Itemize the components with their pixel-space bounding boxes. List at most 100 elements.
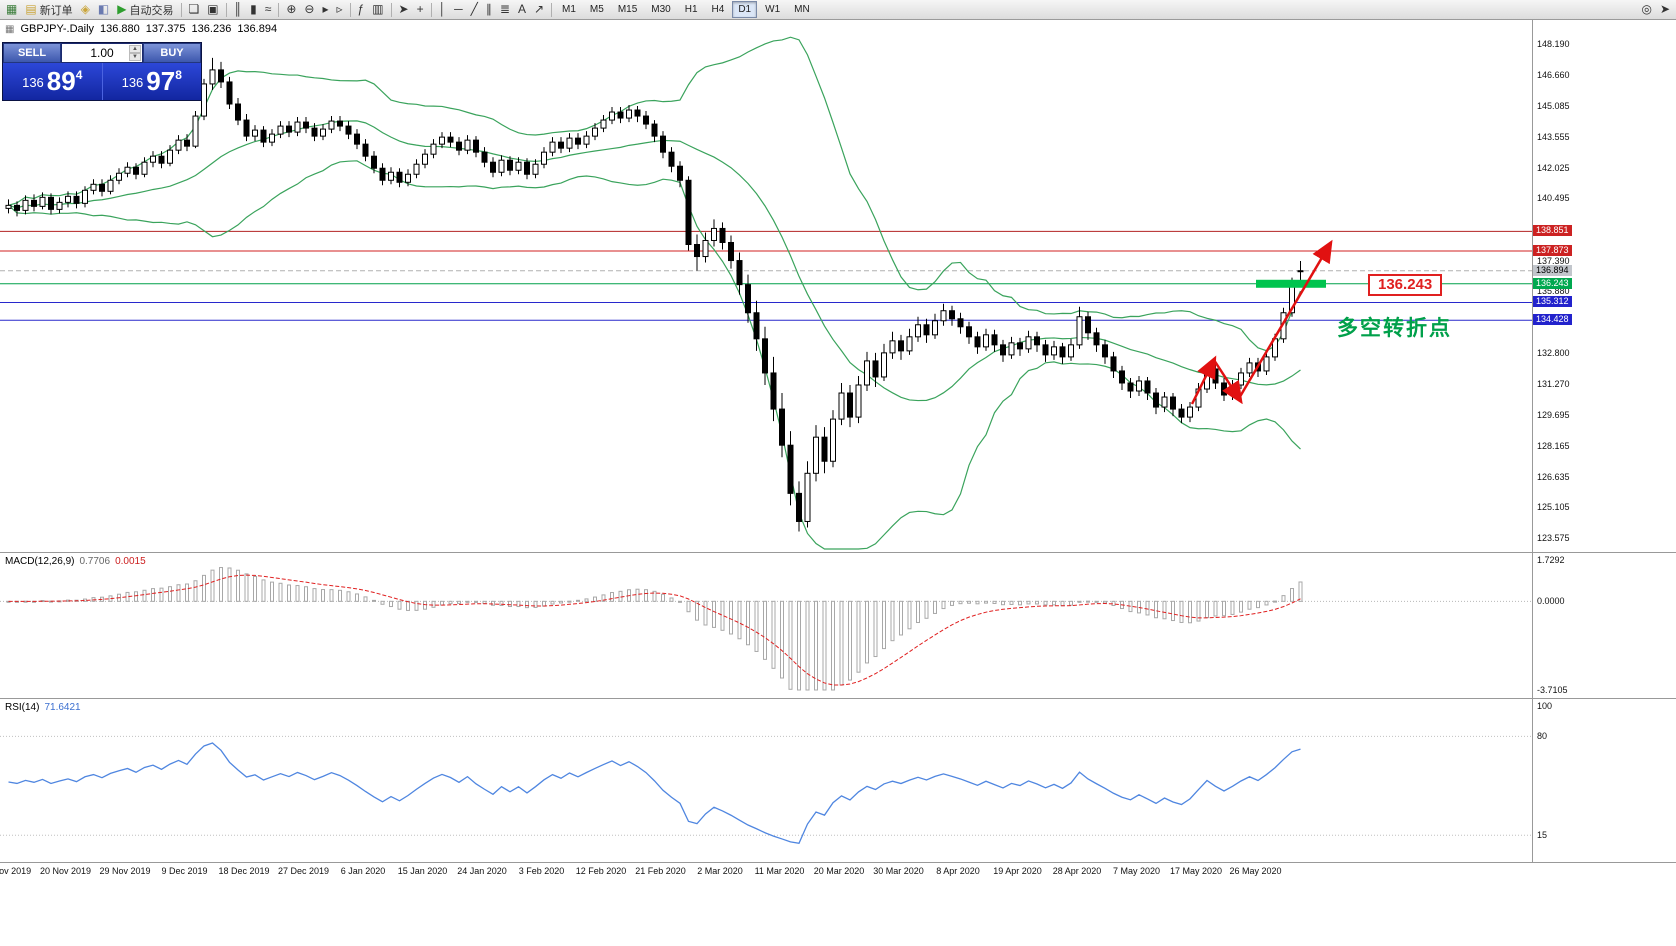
- horizontal-line-button[interactable]: ─: [450, 1, 467, 18]
- volume-down-icon[interactable]: ▼: [129, 53, 141, 61]
- toolbar-right-group: ◎ ➤: [1637, 1, 1674, 18]
- sell-price-main: 89: [46, 66, 76, 96]
- templates-button[interactable]: ▥: [368, 1, 387, 18]
- buy-price-prefix: 136: [121, 75, 144, 90]
- volume-up-icon[interactable]: ▲: [129, 45, 141, 53]
- timeframe-m5-button[interactable]: M5: [589, 4, 604, 15]
- sell-price-prefix: 136: [22, 75, 44, 90]
- volume-input[interactable]: 1.00 ▲ ▼: [61, 43, 143, 63]
- timeframe-d1-button[interactable]: D1: [732, 1, 758, 18]
- arrow-tools-icon: ↗: [533, 2, 545, 16]
- trendline-icon: ╱: [470, 2, 478, 16]
- autotrading-icon: ▶: [117, 2, 127, 16]
- bar-chart-button[interactable]: ║: [230, 1, 247, 18]
- sell-price[interactable]: 136 89 4: [3, 63, 103, 100]
- buy-price-main: 97: [146, 66, 176, 96]
- bollinger-middle-line: [8, 120, 1301, 402]
- volume-stepper[interactable]: ▲ ▼: [129, 44, 141, 62]
- timeframe-m15-button[interactable]: M15: [617, 4, 638, 15]
- candlestick-chart-icon: ▮: [250, 2, 257, 16]
- trendline-button[interactable]: ╱: [467, 1, 482, 18]
- tile-windows-button[interactable]: ❏: [185, 1, 204, 18]
- channel-icon: ∥: [485, 2, 492, 16]
- highlight-level-bar: [1256, 279, 1326, 288]
- buy-price-pip: 8: [175, 68, 182, 82]
- tile-windows-icon: ❏: [188, 2, 200, 16]
- timeframe-m30-button[interactable]: M30: [651, 4, 671, 15]
- fibonacci-button[interactable]: ≣: [496, 1, 514, 18]
- cursor-tool-button[interactable]: ➤: [1656, 1, 1674, 18]
- templates-icon: ▥: [372, 2, 384, 16]
- crosshair-icon: +: [416, 2, 424, 16]
- volume-value: 1.00: [90, 46, 114, 60]
- search-button[interactable]: ◎: [1637, 1, 1655, 18]
- toolbar: ▦ ▤ 新订单 ◈ ◧ ▶ 自动交易 ❏ ▣ ║ ▮ ≈ ⊕ ⊖ ▸ ▹ ƒ ▥ ➤ + │ ─ ╱ ∥ ≣ A ↗ M1 M5 M15 M…: [0, 0, 1676, 20]
- crosshair-button[interactable]: +: [413, 1, 428, 18]
- arrange-windows-icon: ▣: [207, 2, 219, 16]
- one-click-trading-panel: SELL 1.00 ▲ ▼ BUY 136 89 4 136: [2, 42, 202, 101]
- new-chart-icon: ▦: [6, 2, 18, 16]
- channel-button[interactable]: ∥: [482, 1, 496, 18]
- arrow-tools-button[interactable]: ↗: [530, 1, 548, 18]
- timeframe-mn-button[interactable]: MN: [794, 4, 810, 15]
- autotrading-button[interactable]: ▶ 自动交易: [113, 1, 177, 18]
- timeframe-w1-button[interactable]: W1: [765, 4, 781, 15]
- cursor-icon: ➤: [398, 2, 409, 16]
- profiles-button[interactable]: ◧: [94, 1, 113, 18]
- search-icon: ◎: [1641, 2, 1652, 16]
- line-chart-button[interactable]: ≈: [261, 1, 276, 18]
- metaeditor-icon: ◈: [80, 2, 90, 16]
- zoom-in-button[interactable]: ⊕: [282, 1, 300, 18]
- bollinger-lower-line: [8, 160, 1301, 550]
- horizontal-line-icon: ─: [454, 2, 463, 16]
- timeframe-m1-button[interactable]: M1: [562, 4, 576, 15]
- candlestick-chart-button[interactable]: ▮: [246, 1, 261, 18]
- text-icon: A: [517, 2, 526, 16]
- new-order-button[interactable]: ▤ 新订单: [21, 1, 76, 18]
- toolbar-button-label: 自动交易: [129, 4, 174, 17]
- metaeditor-button[interactable]: ◈: [77, 1, 94, 18]
- vertical-line-button[interactable]: │: [435, 1, 451, 18]
- indicators-icon: ƒ: [357, 2, 365, 16]
- toolbar-separator: [225, 2, 227, 17]
- text-button[interactable]: A: [514, 1, 530, 18]
- auto-scroll-button[interactable]: ▸: [318, 1, 332, 18]
- cursor-tool-icon: ➤: [1659, 2, 1670, 16]
- buy-button[interactable]: BUY: [143, 43, 201, 63]
- panel-borders: [0, 20, 1676, 863]
- zoom-out-icon: ⊖: [304, 2, 315, 16]
- macd-signal-line: [8, 574, 1301, 686]
- new-order-icon: ▤: [25, 2, 37, 16]
- toolbar-separator: [390, 2, 392, 17]
- sell-price-pip: 4: [75, 68, 83, 82]
- arrange-windows-button[interactable]: ▣: [203, 1, 222, 18]
- zoom-out-button[interactable]: ⊖: [300, 1, 318, 18]
- toolbar-separator: [278, 2, 280, 17]
- candlestick-series: [5, 57, 1304, 532]
- sell-button[interactable]: SELL: [3, 43, 61, 63]
- new-chart-button[interactable]: ▦: [2, 1, 21, 18]
- fibonacci-icon: ≣: [499, 2, 510, 16]
- chart-shift-button[interactable]: ▹: [332, 1, 346, 18]
- toolbar-separator: [430, 2, 432, 17]
- toolbar-button-label: 新订单: [39, 4, 73, 17]
- cursor-button[interactable]: ➤: [395, 1, 413, 18]
- bar-chart-icon: ║: [233, 2, 243, 16]
- auto-scroll-icon: ▸: [322, 2, 329, 16]
- horizontal-level-lines: [0, 230, 1532, 321]
- trend-arrows: [1190, 239, 1333, 405]
- rsi-line: [8, 742, 1301, 845]
- chart-shift-icon: ▹: [336, 2, 343, 16]
- timeframe-h1-button[interactable]: H1: [684, 4, 698, 15]
- zoom-in-icon: ⊕: [286, 2, 297, 16]
- line-chart-icon: ≈: [264, 2, 272, 16]
- profiles-icon: ◧: [97, 2, 110, 16]
- indicators-button[interactable]: ƒ: [354, 1, 369, 18]
- timeframe-h4-button[interactable]: H4: [711, 4, 725, 15]
- buy-price[interactable]: 136 97 8: [102, 63, 201, 100]
- toolbar-separator: [180, 2, 182, 17]
- toolbar-separator: [349, 2, 351, 17]
- vertical-line-icon: │: [438, 2, 447, 16]
